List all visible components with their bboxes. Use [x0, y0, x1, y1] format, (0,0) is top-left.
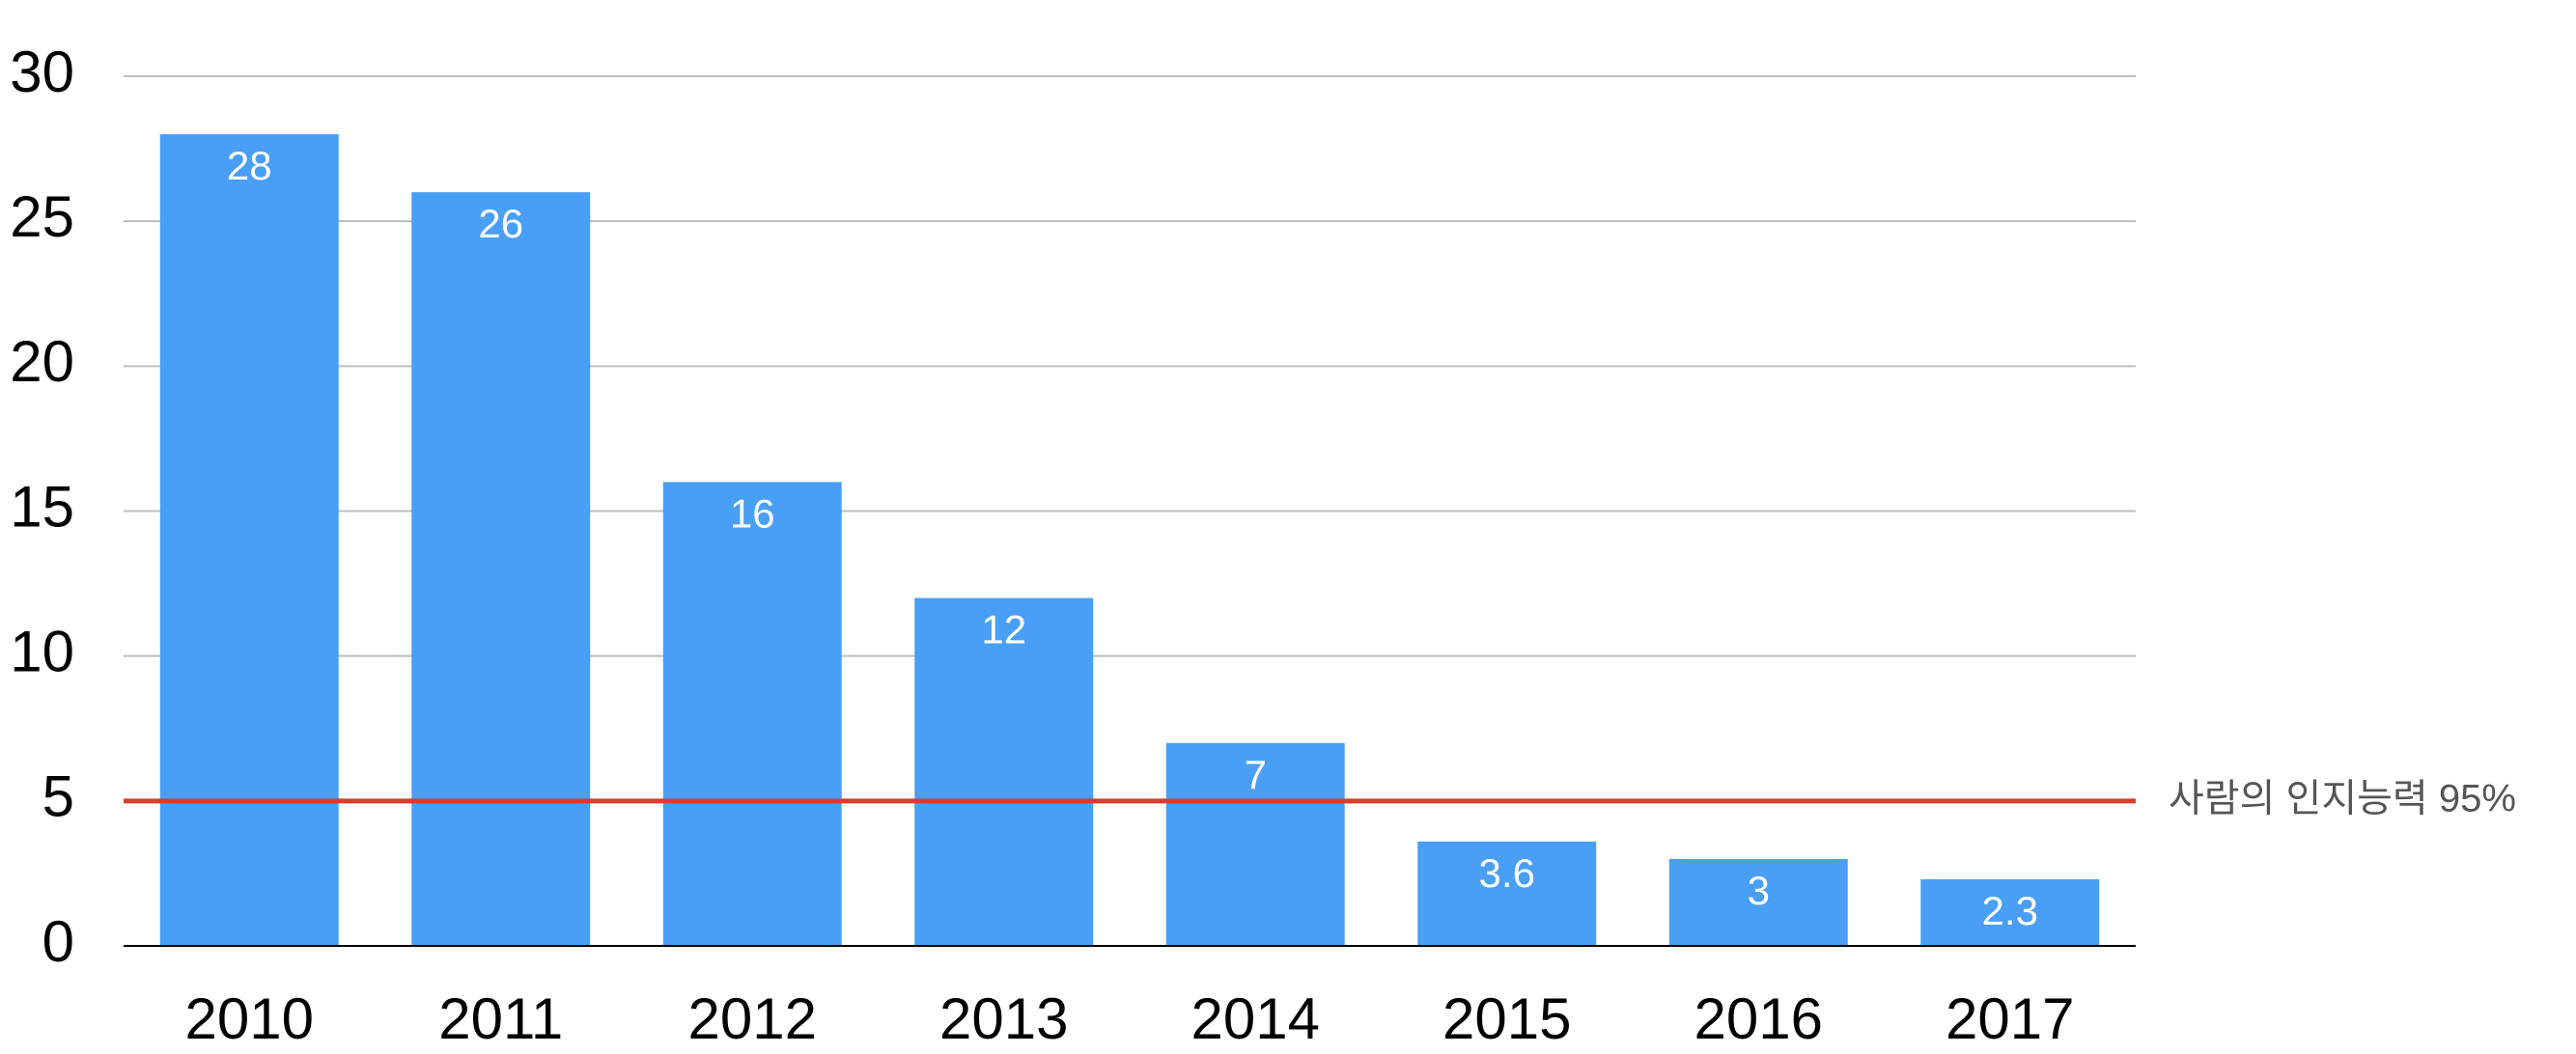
- y-tick-label: 5: [42, 764, 74, 829]
- x-tick-label: 2017: [1946, 986, 2074, 1051]
- bar: [411, 192, 591, 947]
- bar: [1417, 841, 1597, 946]
- y-tick-label: 30: [10, 40, 74, 104]
- bar: [159, 134, 339, 947]
- data-label: 16: [730, 491, 775, 537]
- x-tick-label: 2015: [1442, 986, 1571, 1051]
- bar: [1668, 858, 1848, 946]
- bar: [1920, 878, 2100, 946]
- x-tick-label: 2016: [1694, 986, 1823, 1051]
- x-tick-label: 2011: [438, 986, 563, 1051]
- data-label: 12: [981, 607, 1026, 652]
- data-label: 28: [227, 143, 272, 188]
- y-tick-label: 10: [10, 620, 74, 684]
- y-tick-label: 25: [10, 184, 74, 249]
- bar: [1165, 742, 1345, 946]
- reference-label: 사람의 인지능력 95%: [2169, 777, 2516, 819]
- x-tick-label: 2010: [185, 986, 314, 1051]
- x-tick-label: 2013: [939, 986, 1068, 1051]
- x-tick-label: 2012: [688, 986, 817, 1051]
- bar: [914, 597, 1094, 946]
- bar: [662, 482, 842, 946]
- data-label: 3: [1748, 868, 1770, 913]
- data-label: 3.6: [1479, 850, 1535, 896]
- y-tick-label: 0: [42, 909, 74, 974]
- data-label: 7: [1245, 752, 1267, 797]
- x-tick-label: 2014: [1191, 986, 1320, 1051]
- data-label: 26: [478, 201, 523, 246]
- data-label: 2.3: [1982, 888, 2038, 933]
- y-tick-label: 15: [10, 474, 74, 539]
- y-tick-label: 20: [10, 329, 74, 394]
